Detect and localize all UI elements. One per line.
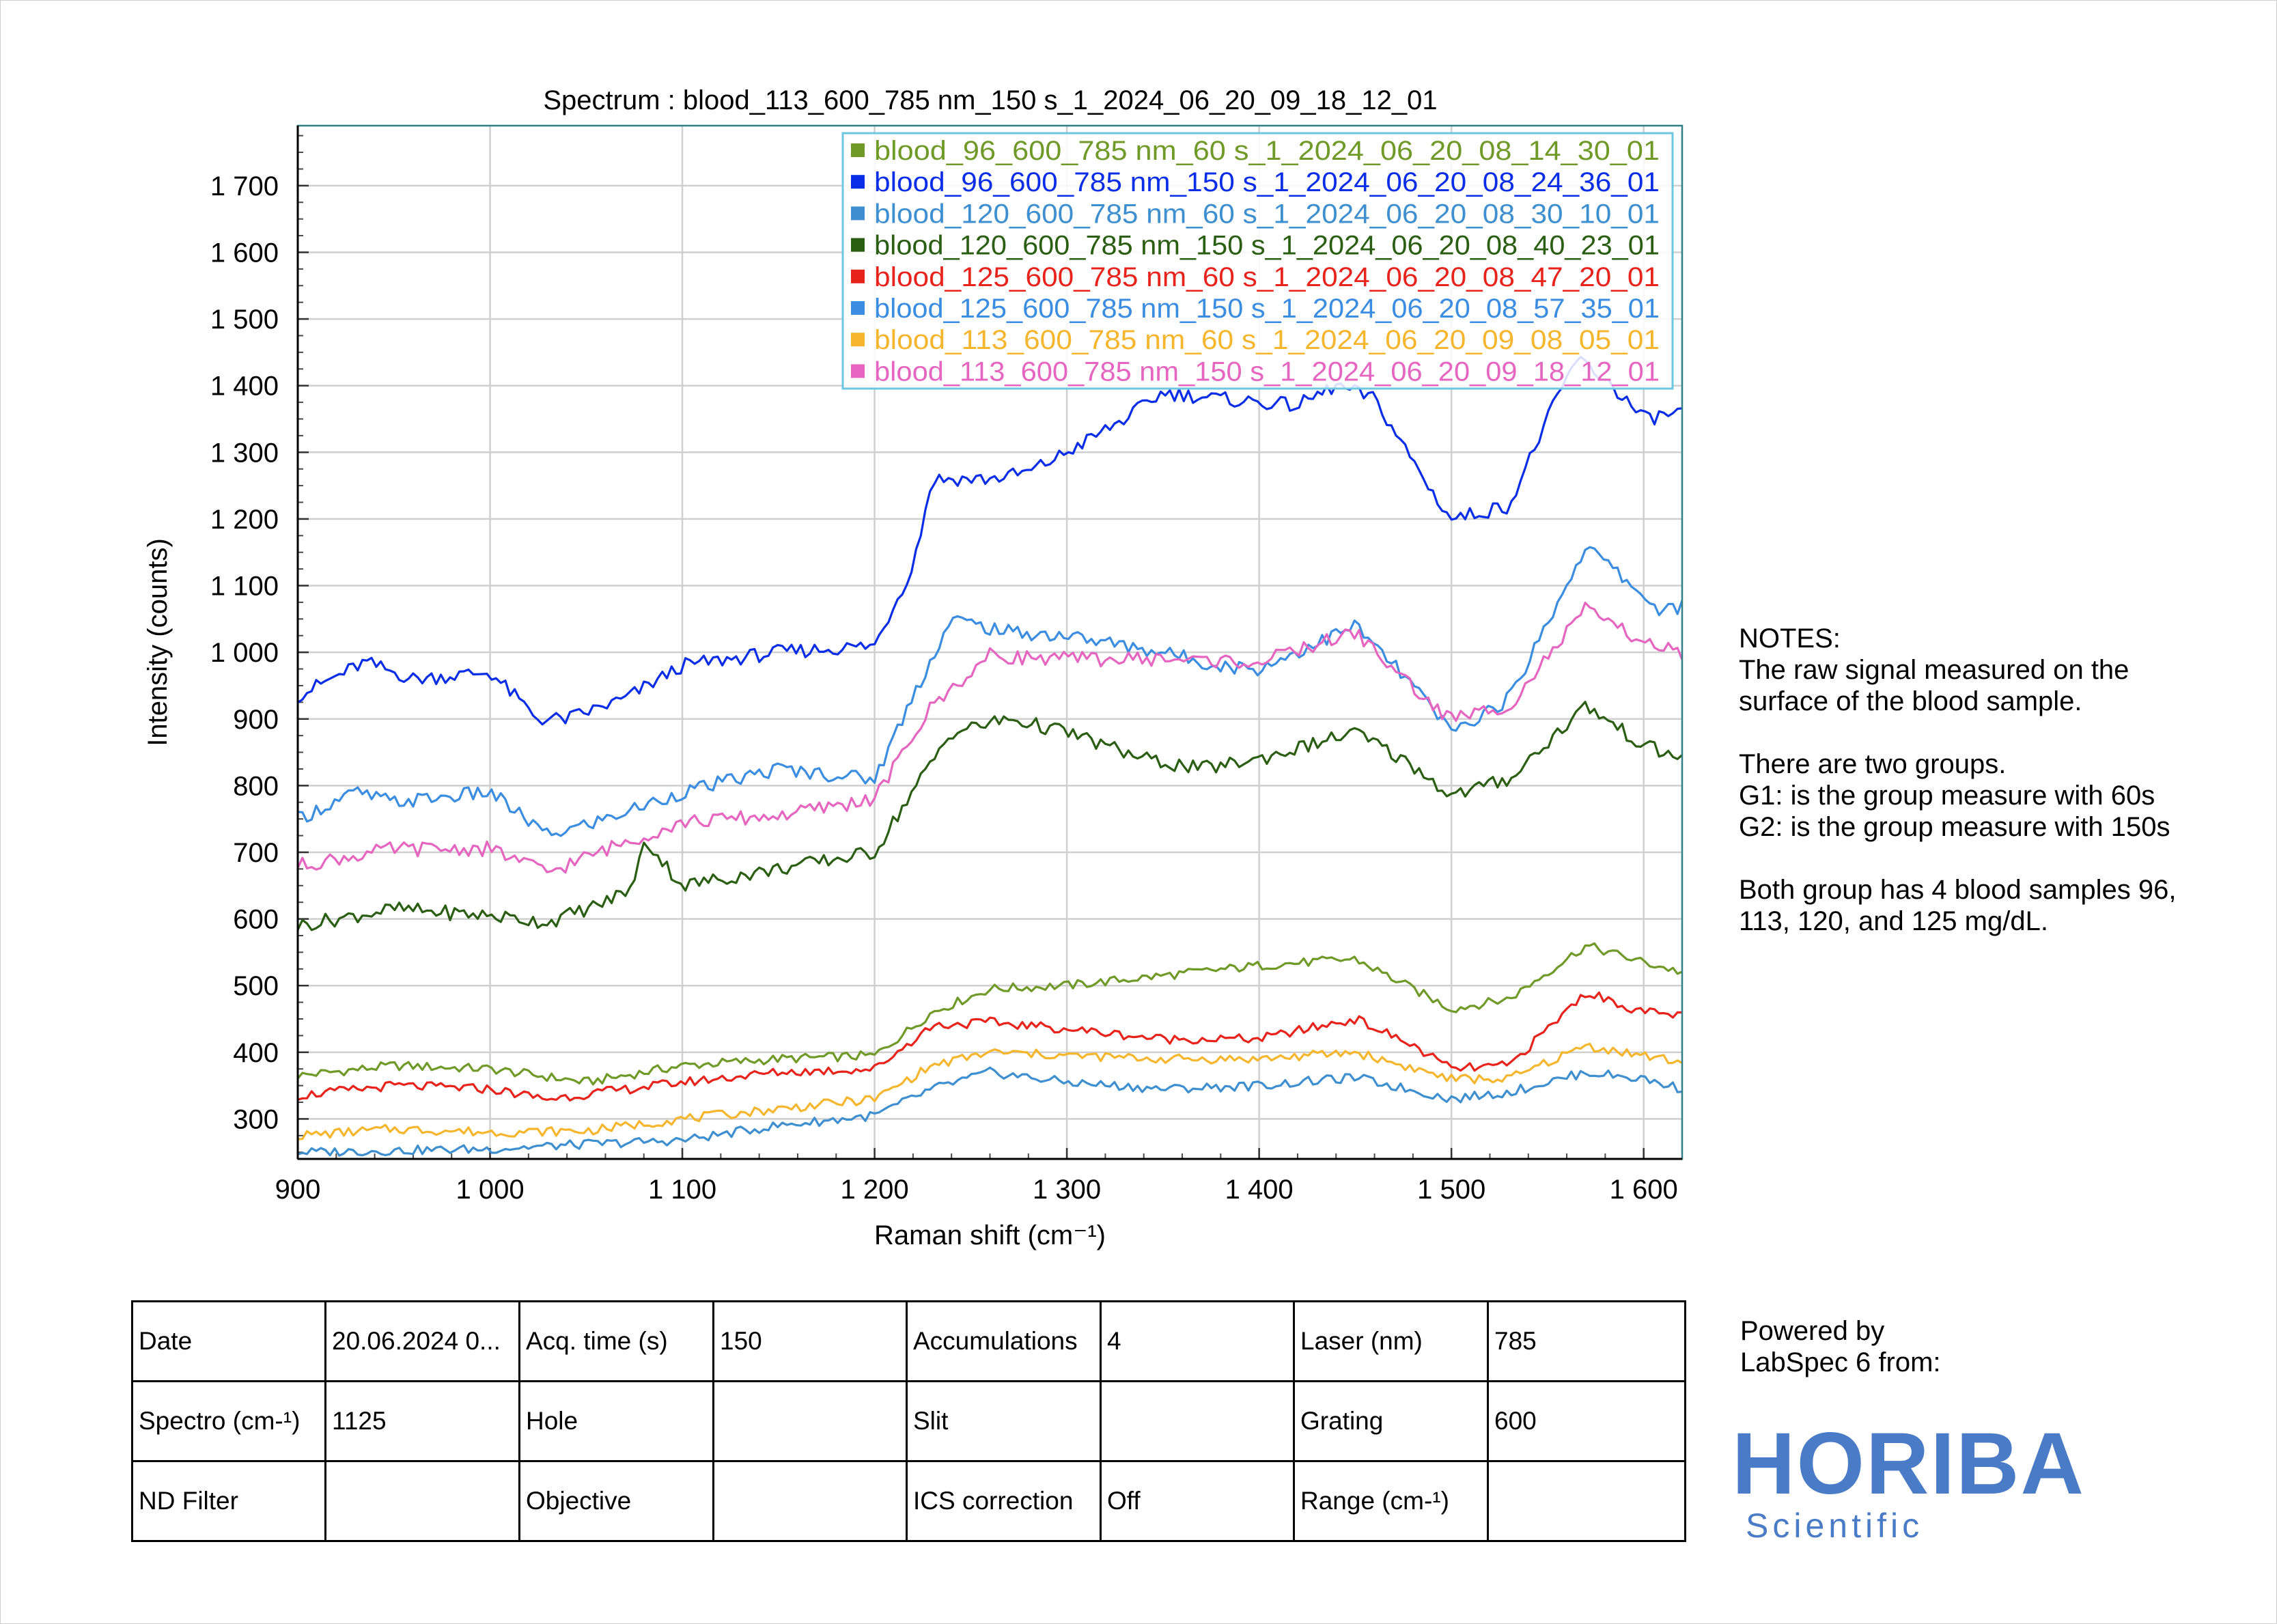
info-table-value: Off [1100,1460,1295,1542]
y-tick-label: 1 400 [210,372,279,402]
info-table-value [712,1380,908,1462]
powered-by-line: LabSpec 6 from: [1740,1347,1941,1377]
legend-swatch [851,364,865,378]
info-table-value: 150 [712,1300,908,1382]
legend: blood_96_600_785 nm_60 s_1_2024_06_20_08… [841,132,1674,390]
info-table-label: Slit [906,1380,1102,1462]
legend-label: blood_96_600_785 nm_150 s_1_2024_06_20_0… [874,167,1660,197]
y-tick-label: 700 [233,838,279,868]
legend-box [841,132,1674,390]
notes-line: surface of the blood sample. [1739,686,2082,716]
series-line [297,991,1683,1102]
info-table-label: Acq. time (s) [518,1300,714,1382]
x-tick-label: 1 500 [1417,1175,1485,1205]
x-tick-label: 1 600 [1610,1175,1678,1205]
info-table-row: ND Filter Objective ICS correction Off Range… [131,1460,1686,1542]
series-line [297,1042,1683,1140]
legend-swatch [851,333,865,347]
y-tick-label: 400 [233,1038,279,1068]
x-tick-label: 1 200 [841,1175,909,1205]
y-tick-label: 800 [233,771,279,801]
notes-line: G1: is the group measure with 60s [1739,781,2155,811]
info-table-label: Accumulations [906,1300,1102,1382]
y-tick-label: 1 200 [210,505,279,535]
info-table-value [1487,1460,1686,1542]
y-tick-label: 1 100 [210,572,279,602]
notes-line: There are two groups. [1739,749,2007,779]
legend-label: blood_120_600_785 nm_150 s_1_2024_06_20_… [874,231,1660,261]
notes-line: G2: is the group measure with 150s [1739,812,2170,842]
info-table-label: Objective [518,1460,714,1542]
y-tick-label: 300 [233,1104,279,1134]
notes-panel: NOTES: The raw signal measured on the su… [1739,623,2258,937]
legend-label: blood_113_600_785 nm_60 s_1_2024_06_20_0… [874,325,1660,355]
legend-label: blood_96_600_785 nm_60 s_1_2024_06_20_08… [874,136,1660,166]
horiba-logo: HORIBA Scientific [1732,1415,2142,1546]
info-table-label: Spectro (cm-¹) [131,1380,326,1462]
series-line [297,546,1684,837]
y-tick-label: 1 600 [210,238,279,268]
chart-title: Spectrum : blood_113_600_785 nm_150 s_1_… [543,85,1437,115]
y-tick-label: 1 000 [210,638,279,668]
info-table-value: 600 [1487,1380,1686,1462]
info-table-label: ND Filter [131,1460,326,1542]
notes-line: 113, 120, and 125 mg/dL. [1739,906,2048,936]
y-tick-label: 1 700 [210,171,279,201]
info-table-value [324,1460,520,1542]
powered-by-line: Powered by [1740,1316,1885,1346]
legend-swatch [851,269,865,283]
info-table-label: Grating [1293,1380,1489,1462]
notes-line: Both group has 4 blood samples 96, [1739,875,2177,905]
series-line [297,1066,1683,1157]
legend-swatch [851,143,865,157]
x-tick-label: 1 000 [456,1175,524,1205]
y-tick-label: 500 [233,971,279,1001]
horiba-logo-subtitle: Scientific [1746,1507,1924,1545]
info-table-value: 1125 [324,1380,520,1462]
x-axis-label: Raman shift (cm⁻¹) [874,1220,1106,1250]
y-tick-label: 600 [233,905,279,935]
y-tick-label: 1 300 [210,438,279,468]
series-line [297,355,1683,726]
series-line [296,942,1683,1086]
x-tick-label: 1 400 [1225,1175,1294,1205]
info-table-value [1100,1380,1295,1462]
legend-label: blood_125_600_785 nm_60 s_1_2024_06_20_0… [874,262,1660,292]
x-tick-label: 900 [275,1175,321,1205]
info-table-label: Laser (nm) [1293,1300,1489,1382]
series-line [296,701,1684,932]
x-tick-label: 1 300 [1033,1175,1101,1205]
info-table-row: Spectro (cm-¹) 1125 Hole Slit Grating 600 [131,1380,1686,1462]
info-table-label: Hole [518,1380,714,1462]
info-table-label: Range (cm-¹) [1293,1460,1489,1542]
legend-swatch [851,175,865,189]
x-tick-label: 1 100 [648,1175,716,1205]
horiba-logo-wordmark: HORIBA [1732,1415,2085,1513]
notes-heading: NOTES: [1739,624,1841,654]
series-group [296,355,1684,1157]
y-tick-label: 900 [233,705,279,735]
acquisition-info-table: Date 20.06.2024 0... Acq. time (s) 150 Accum… [131,1300,1686,1542]
series-line [296,602,1684,874]
y-axis-label: Intensity (counts) [143,538,173,746]
legend-label: blood_125_600_785 nm_150 s_1_2024_06_20_… [874,294,1660,324]
info-table-row: Date 20.06.2024 0... Acq. time (s) 150 Accum… [131,1300,1686,1382]
notes-line: The raw signal measured on the [1739,655,2129,685]
powered-by-text: Powered by LabSpec 6 from: [1740,1315,1941,1378]
legend-swatch [851,238,865,252]
legend-swatch [851,206,865,221]
info-table-value: 785 [1487,1300,1686,1382]
info-table-value: 4 [1100,1300,1295,1382]
legend-label: blood_113_600_785 nm_150 s_1_2024_06_20_… [874,356,1660,387]
info-table-label: ICS correction [906,1460,1102,1542]
legend-label: blood_120_600_785 nm_60 s_1_2024_06_20_0… [874,199,1660,229]
info-table-label: Date [131,1300,326,1382]
legend-swatch [851,301,865,315]
spectrum-chart: 900 1 000 1 100 1 200 1 300 1 400 1 500 1 600 30… [143,85,1684,1250]
info-table-value: 20.06.2024 0... [324,1300,520,1382]
info-table-value [712,1460,908,1542]
y-tick-label: 1 500 [210,305,279,335]
